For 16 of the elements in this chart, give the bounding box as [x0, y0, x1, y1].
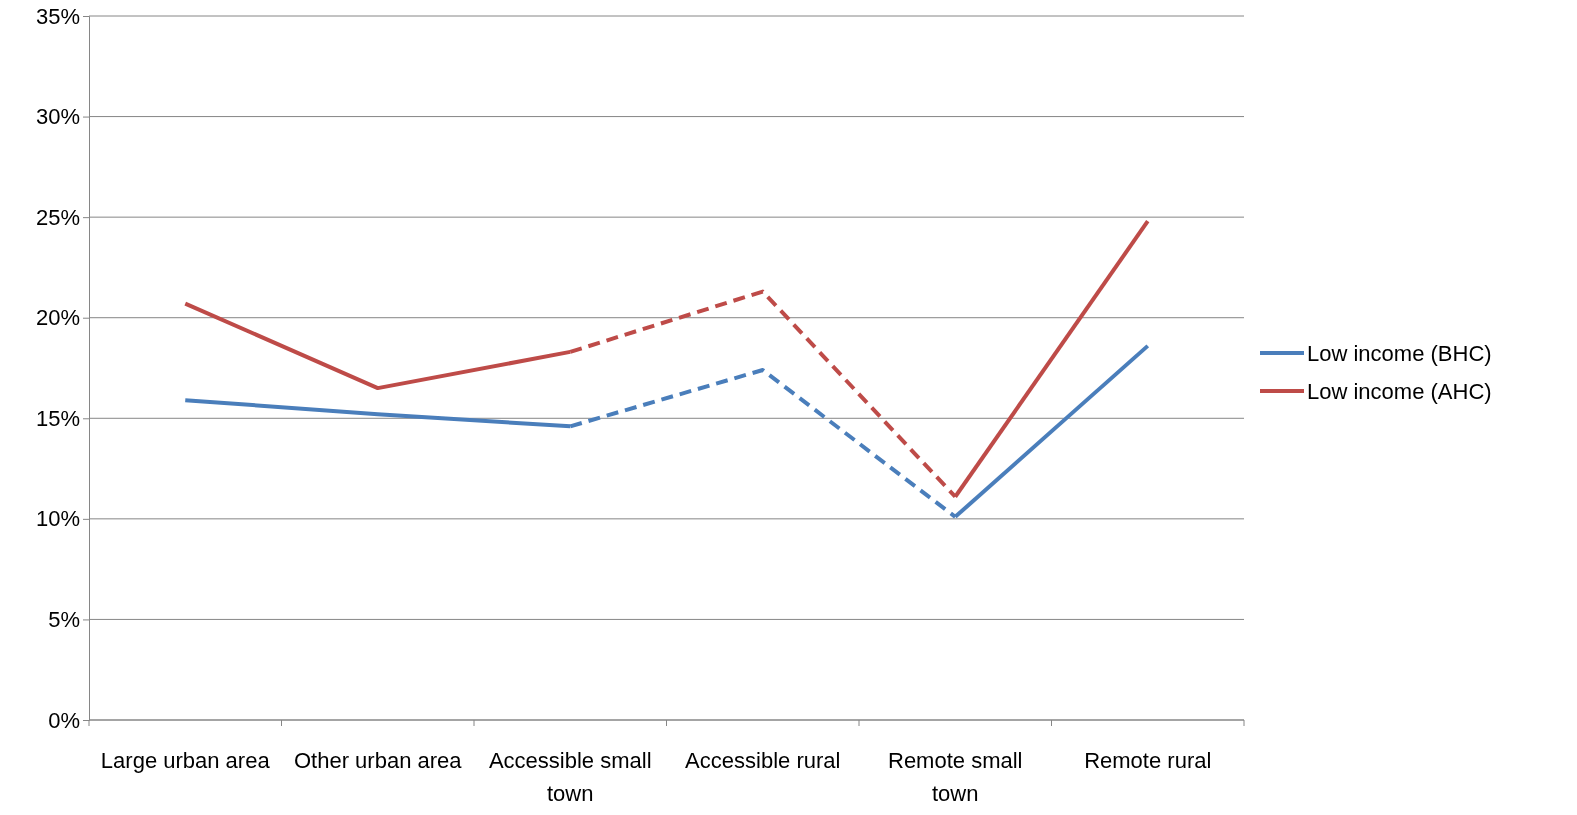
y-tick-label: 0%: [48, 707, 80, 733]
x-tick-label: Remote rural: [1084, 748, 1212, 773]
x-tick-label: Other urban area: [293, 748, 463, 773]
y-tick-label: 35%: [35, 3, 80, 29]
x-tick-label: Remote small town: [888, 748, 1023, 806]
y-tick-label: 15%: [35, 405, 80, 431]
x-tick-label: Accessible small town: [488, 748, 652, 806]
y-tick-label: 30%: [35, 104, 80, 130]
x-tick-label: Large urban area: [100, 748, 271, 773]
x-tick-label: Accessible rural: [685, 748, 841, 773]
y-tick-label: 10%: [35, 506, 80, 532]
y-tick-label: 5%: [48, 606, 80, 632]
y-tick-label: 25%: [35, 204, 80, 230]
y-tick-label: 20%: [35, 305, 80, 331]
legend-label: Low income (AHC): [1307, 379, 1492, 404]
legend-label: Low income (BHC): [1307, 341, 1492, 366]
